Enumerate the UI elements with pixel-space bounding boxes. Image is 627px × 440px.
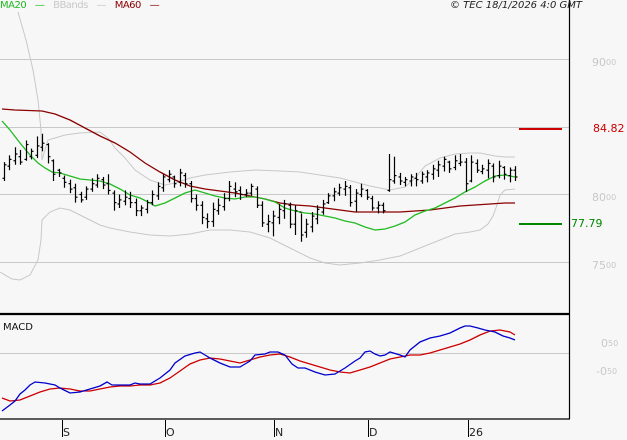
support-value: 77.79 xyxy=(571,217,603,230)
price-grid xyxy=(0,59,569,354)
macd-signal-line xyxy=(1,329,516,402)
x-label-dec: D xyxy=(369,426,378,439)
legend-ma60: MA60 — xyxy=(114,0,160,11)
x-label-oct: O xyxy=(166,426,175,439)
x-axis-ticks xyxy=(62,420,469,437)
x-label-2026: 26 xyxy=(469,426,483,439)
macd-label-positive: 050 xyxy=(601,337,619,350)
macd-line xyxy=(1,325,516,412)
ohlc-bars xyxy=(2,133,518,242)
price-label-75: 7500 xyxy=(592,259,617,272)
legend-bbands: BBands — xyxy=(53,0,107,11)
x-label-nov: N xyxy=(275,426,284,439)
chart-legend: MA20 — BBands — MA60 — xyxy=(0,0,165,12)
resistance-value: 84.82 xyxy=(593,122,625,135)
ma20-line xyxy=(1,120,516,231)
macd-label-negative: -050 xyxy=(596,365,618,378)
x-label-sep: S xyxy=(63,426,70,439)
ma60-line xyxy=(1,108,515,213)
copyright-timestamp: © TEC 18/1/2026 4:0 GMT xyxy=(450,0,582,11)
price-label-80: 8000 xyxy=(592,191,617,204)
price-label-90: 9000 xyxy=(592,56,617,69)
bollinger-bands xyxy=(0,11,516,281)
macd-panel-title: MACD xyxy=(3,322,33,333)
legend-ma20: MA20 — xyxy=(0,0,45,11)
